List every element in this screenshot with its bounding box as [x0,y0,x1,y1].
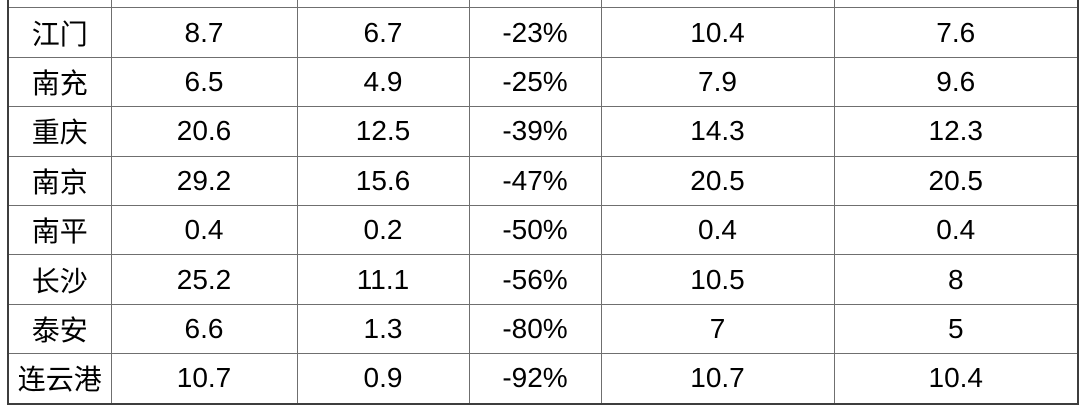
value-cell: 20.6 [110,106,298,157]
table-cell-empty [7,0,112,9]
value-cell: 10.7 [600,353,835,405]
value-cell: 25.2 [110,254,298,305]
table-row-partial [7,0,1079,9]
value-cell: 5 [833,303,1079,355]
table-row: 南平 0.4 0.2 -50% 0.4 0.4 [7,204,1079,256]
value-cell: 12.5 [296,106,470,157]
value-cell: 10.5 [600,254,835,305]
value-cell: 8 [833,254,1079,305]
value-cell: 6.6 [110,303,298,355]
city-cell: 南充 [7,56,112,108]
value-cell: 1.3 [296,303,470,355]
value-cell: 7.9 [600,56,835,108]
value-cell: 20.5 [833,155,1079,206]
value-cell: 20.5 [600,155,835,206]
city-cell: 江门 [7,7,112,58]
table-cell-empty [600,0,835,9]
value-cell: 4.9 [296,56,470,108]
value-cell: 10.4 [833,353,1079,405]
table-row: 连云港 10.7 0.9 -92% 10.7 10.4 [7,353,1079,405]
city-cell: 长沙 [7,254,112,305]
city-cell: 连云港 [7,353,112,405]
value-cell: 0.2 [296,204,470,256]
value-cell: 8.7 [110,7,298,58]
value-cell: 9.6 [833,56,1079,108]
value-cell: 29.2 [110,155,298,206]
table-cell-empty [110,0,298,9]
value-cell: 0.9 [296,353,470,405]
value-cell: 14.3 [600,106,835,157]
table-row: 长沙 25.2 11.1 -56% 10.5 8 [7,254,1079,305]
city-cell: 南京 [7,155,112,206]
value-cell: 12.3 [833,106,1079,157]
city-cell: 南平 [7,204,112,256]
value-cell: 0.4 [110,204,298,256]
pct-cell: -25% [468,56,602,108]
table-row: 泰安 6.6 1.3 -80% 7 5 [7,303,1079,355]
value-cell: 6.5 [110,56,298,108]
pct-cell: -92% [468,353,602,405]
pct-cell: -50% [468,204,602,256]
value-cell: 0.4 [833,204,1079,256]
table-cell-empty [833,0,1079,9]
table-row: 南京 29.2 15.6 -47% 20.5 20.5 [7,155,1079,206]
table-row: 重庆 20.6 12.5 -39% 14.3 12.3 [7,106,1079,157]
value-cell: 11.1 [296,254,470,305]
value-cell: 0.4 [600,204,835,256]
value-cell: 6.7 [296,7,470,58]
pct-cell: -56% [468,254,602,305]
city-cell: 重庆 [7,106,112,157]
value-cell: 7 [600,303,835,355]
pct-cell: -47% [468,155,602,206]
data-table: 江门 8.7 6.7 -23% 10.4 7.6 南充 6.5 4.9 -25% 7.9 9.6 重庆 2… [7,0,1079,405]
city-cell: 泰安 [7,303,112,355]
table-cell-empty [296,0,470,9]
table-row: 南充 6.5 4.9 -25% 7.9 9.6 [7,56,1079,108]
table-row: 江门 8.7 6.7 -23% 10.4 7.6 [7,7,1079,58]
table-body: 江门 8.7 6.7 -23% 10.4 7.6 南充 6.5 4.9 -25% 7.9 9.6 重庆 2… [7,0,1079,405]
value-cell: 15.6 [296,155,470,206]
pct-cell: -80% [468,303,602,355]
pct-cell: -23% [468,7,602,58]
pct-cell: -39% [468,106,602,157]
value-cell: 10.4 [600,7,835,58]
value-cell: 7.6 [833,7,1079,58]
table-cell-empty [468,0,602,9]
value-cell: 10.7 [110,353,298,405]
